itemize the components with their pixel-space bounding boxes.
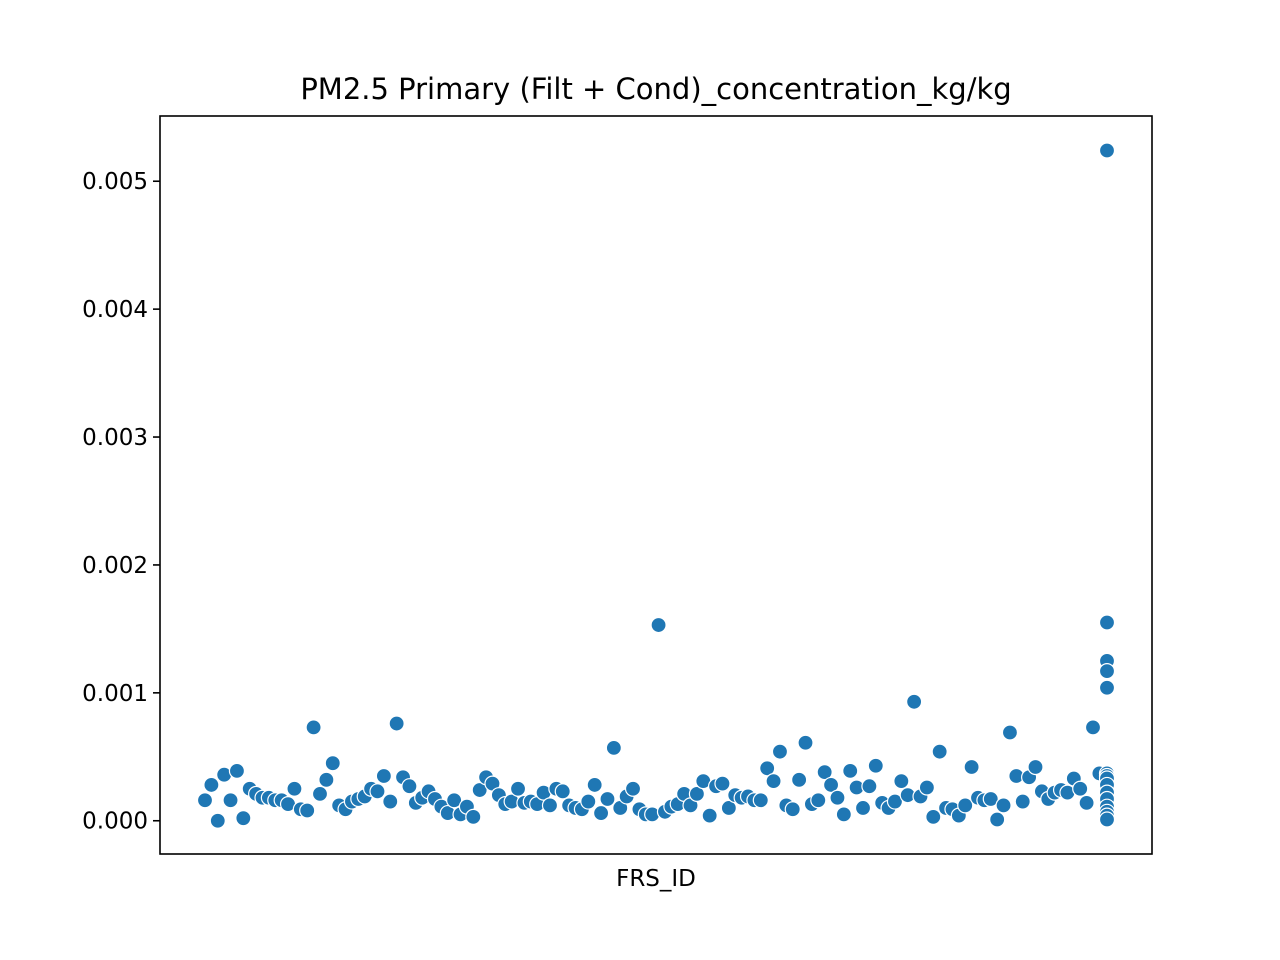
data-point: [810, 792, 827, 809]
data-point: [752, 792, 769, 809]
data-point: [203, 776, 220, 794]
data-point: [554, 783, 571, 800]
data-point: [995, 797, 1012, 814]
data-point: [797, 734, 814, 751]
data-point: [906, 693, 923, 710]
data-point: [509, 780, 527, 797]
data-point: [318, 771, 335, 788]
data-point: [388, 715, 405, 732]
data-point: [471, 781, 488, 799]
data-point: [465, 808, 482, 826]
data-point: [196, 792, 214, 809]
data-point: [1098, 614, 1116, 631]
data-point: [989, 811, 1006, 828]
data-points: [196, 142, 1116, 829]
data-point: [286, 780, 303, 797]
data-point: [1098, 679, 1116, 696]
data-point: [720, 799, 737, 817]
data-point: [982, 790, 999, 808]
data-point: [324, 755, 341, 772]
data-point: [311, 785, 329, 802]
data-point: [886, 793, 904, 810]
data-point: [791, 771, 808, 788]
x-axis-label: FRS_ID: [616, 866, 696, 892]
data-point: [963, 758, 980, 776]
data-point: [1098, 811, 1116, 828]
data-point: [759, 760, 776, 777]
data-point: [1098, 142, 1116, 159]
data-point: [925, 808, 942, 826]
data-point: [822, 776, 840, 794]
data-point: [209, 812, 226, 829]
data-point: [1027, 758, 1044, 776]
data-point: [228, 762, 246, 779]
data-point: [305, 719, 322, 736]
y-tick-label: 0.002: [82, 553, 148, 579]
data-point: [586, 776, 603, 794]
chart-title: PM2.5 Primary (Filt + Cond)_concentratio…: [300, 72, 1011, 106]
data-point: [1014, 793, 1031, 810]
data-point: [861, 778, 878, 795]
data-point: [867, 757, 884, 774]
data-point: [580, 793, 597, 810]
data-point: [1078, 794, 1095, 811]
data-point: [235, 810, 252, 827]
data-point: [854, 799, 872, 817]
data-point: [401, 778, 418, 795]
data-point: [375, 767, 392, 785]
y-tick-label: 0.004: [82, 297, 148, 323]
data-point: [714, 775, 731, 792]
data-point: [650, 616, 667, 634]
data-point: [771, 743, 789, 760]
data-point: [599, 790, 616, 808]
data-point: [382, 793, 399, 810]
data-point: [842, 762, 859, 779]
data-point: [299, 802, 316, 819]
data-point: [816, 764, 833, 781]
data-point: [605, 739, 622, 756]
data-point: [829, 789, 846, 806]
y-tick-label: 0.005: [82, 169, 148, 195]
data-point: [541, 797, 559, 814]
y-tick-label: 0.001: [82, 681, 148, 707]
data-point: [624, 780, 642, 797]
data-point: [369, 783, 386, 800]
data-point: [592, 804, 610, 822]
y-tick-label: 0.000: [82, 809, 148, 835]
y-tick-label: 0.003: [82, 425, 148, 451]
data-point: [1098, 662, 1116, 680]
data-point: [893, 772, 910, 790]
y-axis: 0.000 0.001 0.002 0.003 0.004 0.005: [82, 169, 160, 835]
data-point: [931, 743, 948, 760]
data-point: [1084, 719, 1102, 736]
data-point: [957, 797, 974, 814]
data-point: [1001, 724, 1019, 741]
data-point: [446, 792, 463, 809]
data-point: [835, 806, 852, 823]
data-point: [765, 772, 782, 790]
data-point: [918, 779, 935, 796]
data-point: [701, 807, 718, 824]
plot-frame: [159, 115, 1153, 855]
data-point: [1072, 780, 1089, 797]
data-point: [784, 801, 801, 818]
data-point: [688, 785, 706, 802]
data-point: [222, 792, 239, 809]
